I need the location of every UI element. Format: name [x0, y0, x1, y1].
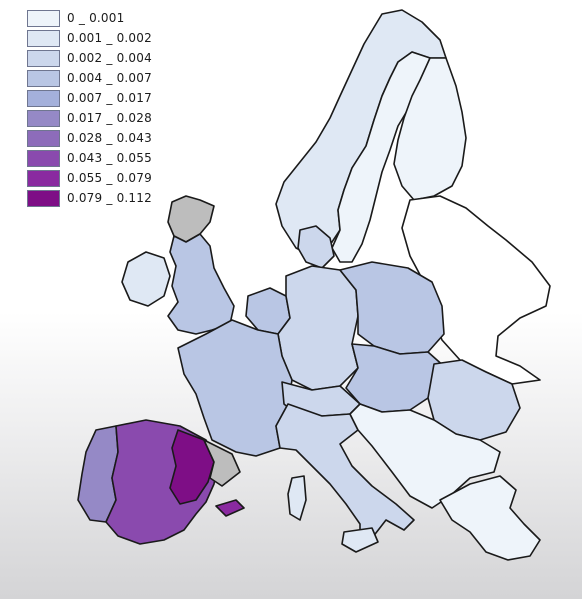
legend-swatch: [27, 69, 60, 87]
legend-row: 0.007 _ 0.017: [27, 88, 152, 108]
legend-label: 0.043 _ 0.055: [67, 151, 152, 165]
legend-label: 0.028 _ 0.043: [67, 131, 152, 145]
region-balkans: [349, 403, 501, 509]
region-sardinia: [287, 475, 307, 521]
legend-label: 0 _ 0.001: [67, 11, 125, 25]
region-romania: [427, 359, 521, 441]
legend-label: 0.017 _ 0.028: [67, 111, 152, 125]
legend-swatch: [27, 29, 60, 47]
legend-row: 0.017 _ 0.028: [27, 108, 152, 128]
region-scotland: [167, 195, 215, 243]
legend-swatch: [27, 169, 60, 187]
legend-row: 0 _ 0.001: [27, 8, 152, 28]
legend-label: 0.055 _ 0.079: [67, 171, 152, 185]
legend-row: 0.043 _ 0.055: [27, 148, 152, 168]
region-catalonia: [203, 439, 241, 487]
region-balearic: [215, 499, 245, 517]
map-legend: 0 _ 0.001 0.001 _ 0.002 0.002 _ 0.004 0.…: [27, 8, 152, 208]
legend-label: 0.079 _ 0.112: [67, 191, 152, 205]
legend-swatch: [27, 89, 60, 107]
legend-row: 0.004 _ 0.007: [27, 68, 152, 88]
legend-label: 0.004 _ 0.007: [67, 71, 152, 85]
region-central-europe: [345, 343, 447, 413]
legend-label: 0.001 _ 0.002: [67, 31, 152, 45]
region-denmark: [297, 225, 335, 269]
legend-row: 0.079 _ 0.112: [27, 188, 152, 208]
region-greece: [439, 475, 541, 561]
legend-row: 0.002 _ 0.004: [27, 48, 152, 68]
legend-swatch: [27, 129, 60, 147]
region-sicily: [341, 527, 379, 553]
region-great-britain: [167, 233, 235, 335]
region-germany: [277, 265, 359, 391]
legend-swatch: [27, 189, 60, 207]
legend-row: 0.055 _ 0.079: [27, 168, 152, 188]
legend-swatch: [27, 9, 60, 27]
legend-swatch: [27, 109, 60, 127]
legend-label: 0.002 _ 0.004: [67, 51, 152, 65]
region-italy: [275, 403, 415, 545]
legend-label: 0.007 _ 0.017: [67, 91, 152, 105]
region-ireland: [121, 251, 171, 307]
legend-swatch: [27, 149, 60, 167]
legend-row: 0.028 _ 0.043: [27, 128, 152, 148]
legend-row: 0.001 _ 0.002: [27, 28, 152, 48]
legend-swatch: [27, 49, 60, 67]
